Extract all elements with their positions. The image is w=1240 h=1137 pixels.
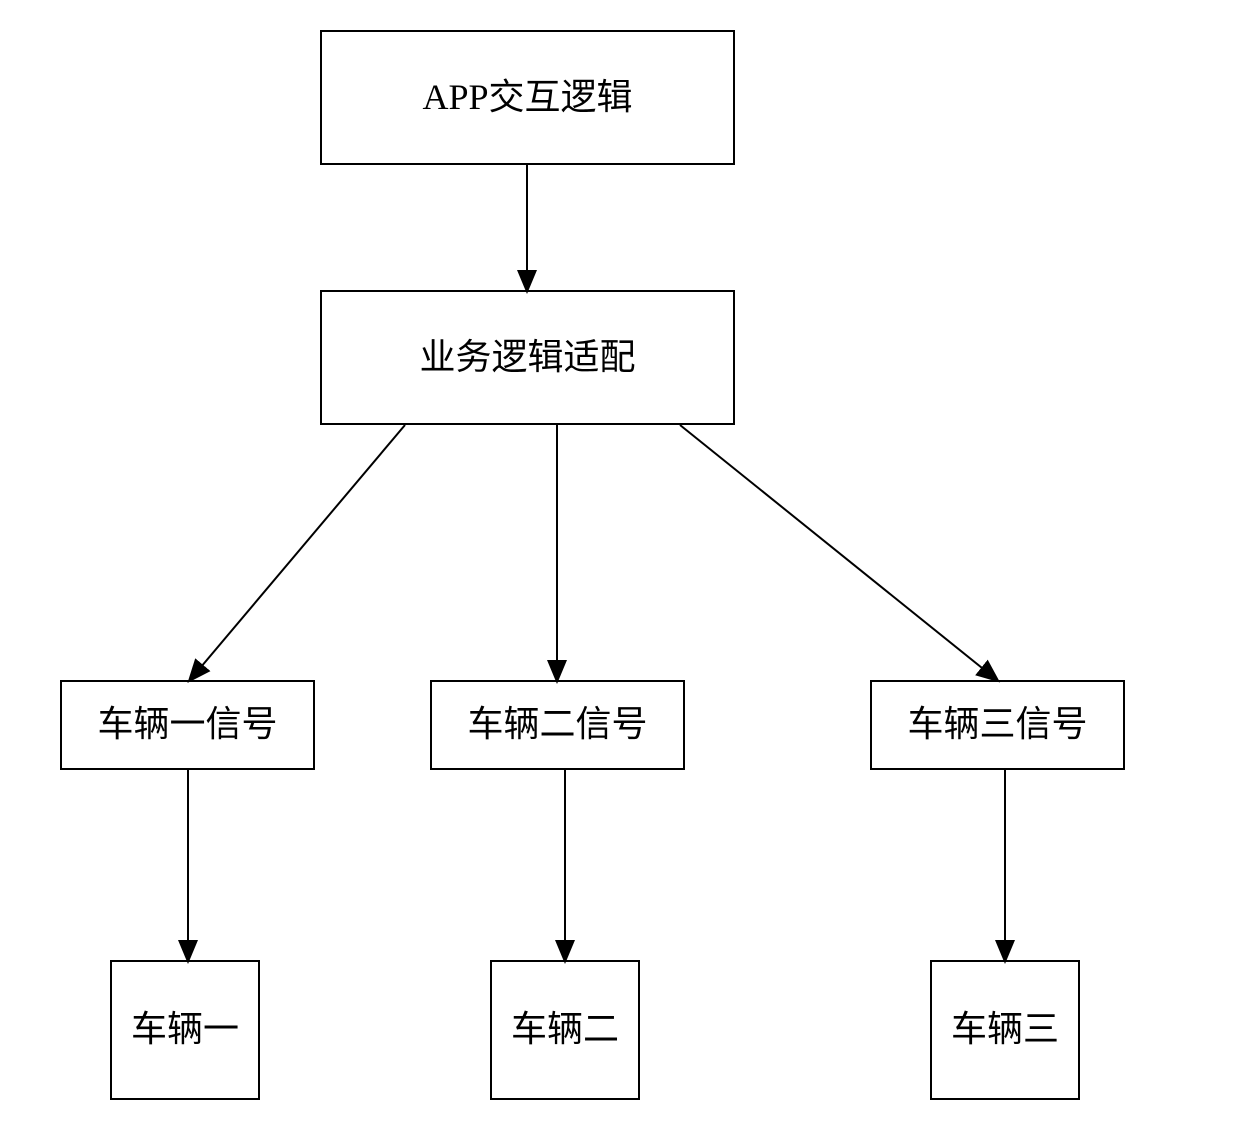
node-business-logic: 业务逻辑适配 [320,290,735,425]
edge-arrow [680,425,997,680]
node-vehicle-2: 车辆二 [490,960,640,1100]
node-label: 车辆三 [951,1008,1059,1051]
node-label: 车辆二信号 [467,703,647,746]
node-label: 车辆一 [131,1008,239,1051]
node-signal-1: 车辆一信号 [60,680,315,770]
node-signal-2: 车辆二信号 [430,680,685,770]
node-label: APP交互逻辑 [422,76,632,119]
node-label: 车辆一信号 [97,703,277,746]
node-label: 车辆三信号 [907,703,1087,746]
node-vehicle-1: 车辆一 [110,960,260,1100]
node-label: 车辆二 [511,1008,619,1051]
node-signal-3: 车辆三信号 [870,680,1125,770]
node-vehicle-3: 车辆三 [930,960,1080,1100]
node-app-logic: APP交互逻辑 [320,30,735,165]
edge-arrow [190,425,405,680]
node-label: 业务逻辑适配 [419,336,635,379]
